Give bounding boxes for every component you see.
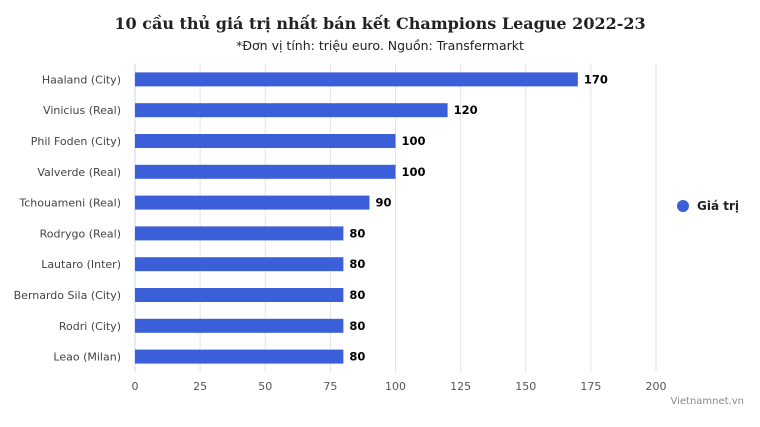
category-label: Valverde (Real): [37, 166, 121, 179]
data-label: 100: [402, 165, 426, 179]
bar: [135, 257, 344, 272]
category-label: Leao (Milan): [53, 351, 121, 364]
bars: [135, 72, 578, 364]
labels: 0 25 50 75 100 125 150 175 200 Haaland (City) 170 V…: [14, 72, 667, 393]
category-label: Bernardo Sila (City): [14, 289, 121, 302]
bar: [135, 318, 344, 333]
data-label: 100: [402, 134, 426, 148]
x-tick-label: 100: [385, 380, 406, 393]
source-credit: Vietnamnet.vn: [670, 396, 744, 407]
data-label: 90: [375, 196, 391, 210]
x-tick-label: 200: [646, 380, 667, 393]
data-label: 80: [349, 257, 365, 271]
category-label: Haaland (City): [42, 73, 121, 86]
data-label: 80: [349, 288, 365, 302]
data-label: 80: [349, 350, 365, 364]
x-tick-label: 175: [580, 380, 601, 393]
chart-subtitle: *Đơn vị tính: triệu euro. Nguồn: Transfe…: [236, 38, 524, 53]
data-label: 80: [349, 319, 365, 333]
bar: [135, 349, 344, 364]
x-tick-label: 75: [323, 380, 337, 393]
bar: [135, 195, 370, 210]
chart-title: 10 cầu thủ giá trị nhất bán kết Champion…: [114, 14, 646, 33]
x-tick-label: 25: [193, 380, 207, 393]
data-label: 80: [349, 226, 365, 240]
x-tick-label: 125: [450, 380, 471, 393]
x-tick-label: 150: [515, 380, 536, 393]
legend-label: Giá trị: [697, 199, 740, 213]
bar: [135, 164, 396, 179]
bar: [135, 226, 344, 241]
category-label: Tchouameni (Real): [18, 197, 121, 210]
legend[interactable]: Giá trị: [677, 199, 739, 213]
category-label: Phil Foden (City): [31, 135, 121, 148]
category-label: Vinicius (Real): [43, 104, 121, 117]
bar: [135, 134, 396, 148]
x-tick-label: 0: [132, 380, 139, 393]
data-label: 120: [454, 103, 478, 117]
category-label: Rodrygo (Real): [40, 227, 121, 240]
x-tick-label: 50: [258, 380, 272, 393]
category-label: Lautaro (Inter): [41, 258, 121, 271]
legend-swatch-icon: [677, 200, 689, 212]
bar: [135, 72, 578, 87]
category-label: Rodri (City): [59, 320, 121, 333]
data-label: 170: [584, 72, 608, 86]
bar: [135, 288, 344, 302]
bar: [135, 103, 448, 118]
